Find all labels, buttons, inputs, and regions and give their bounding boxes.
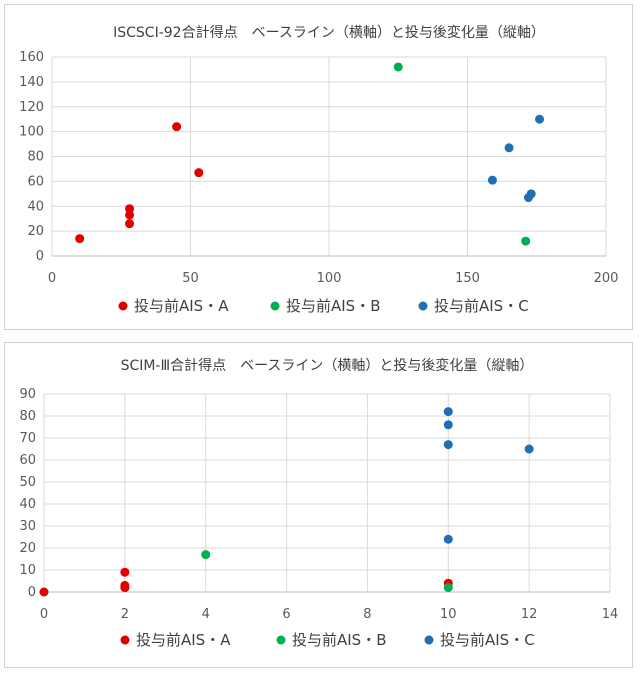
- x-tick-label: 50: [182, 271, 199, 286]
- data-point-series-1: [172, 122, 182, 132]
- x-tick-label: 100: [317, 271, 342, 286]
- data-point-series-3: [443, 440, 453, 450]
- y-tick-label: 0: [28, 585, 36, 600]
- y-tick-label: 0: [36, 249, 44, 264]
- data-point-series-1: [39, 587, 49, 597]
- y-tick-label: 80: [19, 409, 36, 424]
- legend-label: 投与前AIS・B: [286, 297, 381, 315]
- x-tick-label: 150: [455, 271, 480, 286]
- data-point-series-1: [120, 567, 130, 577]
- x-tick-label: 200: [594, 271, 619, 286]
- legend-label: 投与前AIS・C: [434, 297, 529, 315]
- legend-label: 投与前AIS・A: [134, 297, 229, 315]
- x-tick-label: 10: [440, 607, 457, 622]
- chart-panel-iscsci: ISCSCI-92合計得点 ベースライン（横軸）と投与後変化量（縦軸） 0 20 40…: [4, 4, 633, 330]
- legend-marker-series-1: [118, 301, 128, 311]
- legend-marker-series-3: [418, 301, 428, 311]
- y-tick-label: 90: [19, 387, 36, 402]
- y-tick-label: 120: [19, 100, 44, 115]
- x-tick-label: 2: [121, 607, 129, 622]
- legend-marker-series-2: [276, 635, 286, 645]
- data-point-series-3: [443, 407, 453, 417]
- legend-label: 投与前AIS・C: [440, 631, 535, 649]
- data-point-series-1: [125, 204, 135, 214]
- data-point-series-3: [524, 444, 534, 454]
- x-tick-label: 12: [521, 607, 538, 622]
- y-tick-label: 60: [27, 174, 44, 189]
- data-point-series-2: [443, 583, 453, 593]
- chart-iscsci: ISCSCI-92合計得点 ベースライン（横軸）と投与後変化量（縦軸） 0 20 40…: [19, 24, 619, 315]
- y-tick-label: 140: [19, 75, 44, 90]
- y-tick-label: 40: [27, 199, 44, 214]
- y-tick-label: 20: [19, 541, 36, 556]
- data-point-series-1: [125, 219, 135, 229]
- y-tick-label: 60: [19, 453, 36, 468]
- data-point-series-1: [120, 583, 130, 593]
- data-point-series-3: [504, 143, 514, 153]
- data-point-series-2: [393, 62, 403, 72]
- data-point-series-3: [526, 189, 536, 199]
- y-tick-label: 100: [19, 125, 44, 140]
- data-point-series-3: [443, 420, 453, 430]
- data-point-series-2: [521, 236, 531, 246]
- chart-scim: SCIM-Ⅲ合計得点 ベースライン（横軸）と投与後変化量（縦軸）01020304…: [19, 357, 619, 649]
- y-tick-label: 30: [19, 519, 36, 534]
- y-tick-label: 50: [19, 475, 36, 490]
- data-point-series-3: [487, 175, 497, 185]
- legend-marker-series-3: [424, 635, 434, 645]
- x-tick-label: 0: [40, 607, 48, 622]
- y-tick-label: 80: [27, 150, 44, 165]
- data-point-series-3: [443, 534, 453, 544]
- y-tick-label: 70: [19, 431, 36, 446]
- chart-title: SCIM-Ⅲ合計得点 ベースライン（横軸）と投与後変化量（縦軸）: [121, 357, 534, 374]
- x-tick-label: 0: [48, 271, 56, 286]
- y-tick-label: 20: [27, 224, 44, 239]
- x-tick-label: 4: [202, 607, 210, 622]
- x-tick-label: 6: [282, 607, 290, 622]
- x-tick-label: 14: [602, 607, 619, 622]
- data-point-series-1: [125, 210, 135, 220]
- data-point-series-2: [201, 550, 211, 560]
- y-tick-label: 160: [19, 50, 44, 65]
- x-tick-label: 8: [363, 607, 371, 622]
- chart-panel-scim: SCIM-Ⅲ合計得点 ベースライン（横軸）と投与後変化量（縦軸） 0 10 20 30 4…: [4, 342, 633, 668]
- data-point-series-3: [535, 114, 545, 124]
- y-tick-label: 40: [19, 497, 36, 512]
- legend-marker-series-2: [270, 301, 280, 311]
- y-tick-label: 10: [19, 563, 36, 578]
- data-point-series-1: [75, 234, 85, 244]
- chart-title: ISCSCI-92合計得点 ベースライン（横軸）と投与後変化量（縦軸）: [113, 24, 545, 41]
- legend-label: 投与前AIS・B: [292, 631, 387, 649]
- legend-label: 投与前AIS・A: [136, 631, 231, 649]
- data-point-series-1: [194, 168, 204, 178]
- legend-marker-series-1: [120, 635, 130, 645]
